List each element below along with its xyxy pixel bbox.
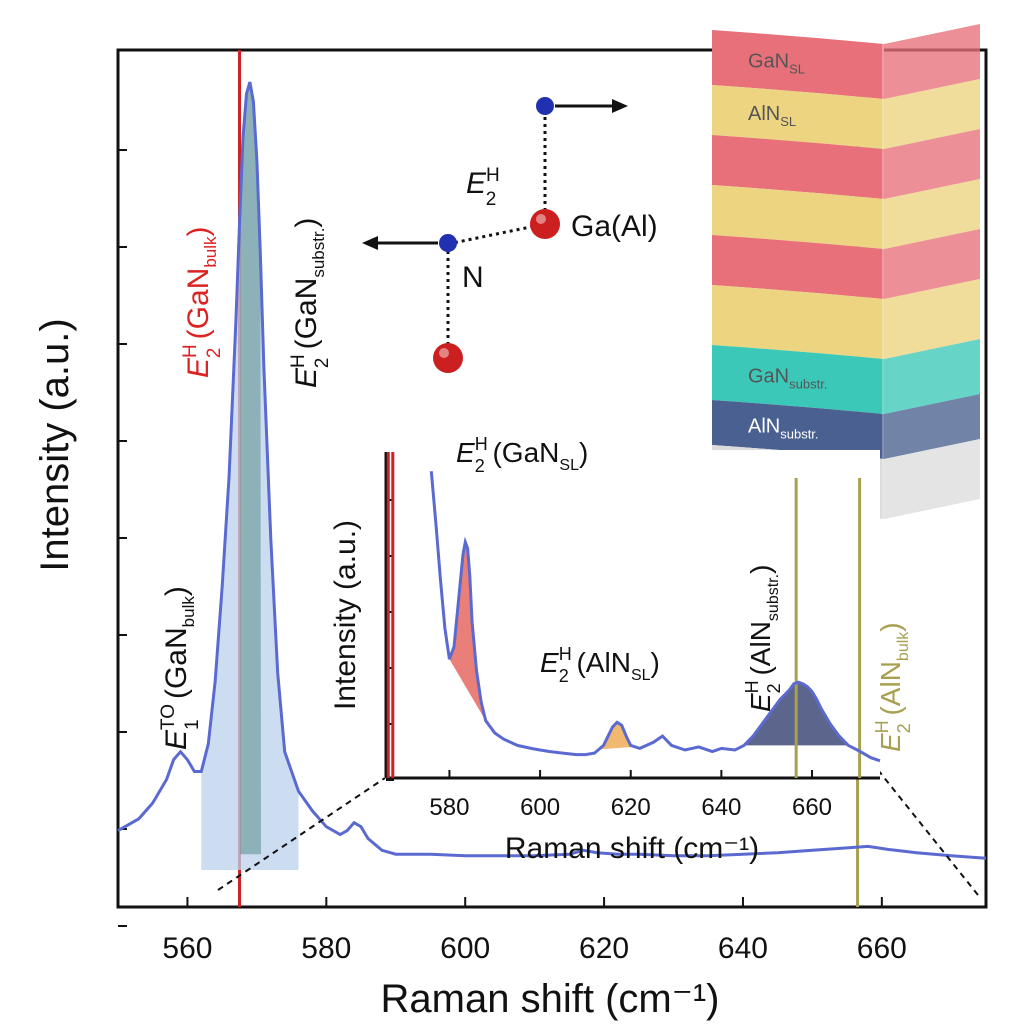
- main-peak-core-fill: [240, 82, 261, 855]
- svg-text:EH2 (AlNbulk): EH 2 (AlNbulk): [872, 622, 914, 752]
- zoom-guide-right: [877, 769, 979, 896]
- stack-layer-label: AlNsubstr.: [748, 416, 819, 442]
- stack-layer: [712, 135, 884, 199]
- inset-x-tick-label: 600: [520, 794, 560, 821]
- inset-x-ticks: 580 600 620 640 660: [429, 770, 832, 821]
- inset-x-tick-label: 660: [792, 794, 832, 821]
- mode-label: EH 2: [466, 165, 500, 210]
- stack-layer-label: GaNsubstr.: [748, 366, 827, 392]
- stack-layer-side: [884, 439, 980, 519]
- inset-spectrum-line: [429, 471, 881, 763]
- main-plot-frame: [116, 48, 988, 909]
- svg-text:EH2 (AlNsubstr.): EH 2 (AlNsubstr.): [742, 565, 784, 712]
- annotation-e2h-aln-sl: EH 2 (AlNSL): [540, 644, 660, 686]
- annotation-e1to-gan-bulk: ETO 1 (GaNbulk): [158, 586, 203, 750]
- annotation-e2h-aln-substr: EH 2 (AlNsubstr.): [742, 565, 784, 712]
- atom-ga-bottom: [433, 343, 463, 373]
- svg-text:EH2 (GaNbulk): EH 2 (GaNbulk): [180, 226, 225, 378]
- arrow-right-icon: [612, 99, 628, 113]
- zoom-guide-left: [217, 777, 386, 891]
- stack-layer-label: GaNSL: [748, 51, 805, 77]
- stack-layer-label: AlNSL: [748, 103, 796, 129]
- stack-layer: [712, 345, 884, 414]
- arrow-left-icon: [362, 236, 378, 250]
- phonon-mode-diagram: EH 2 Ga(Al) N: [362, 97, 658, 373]
- annotation-e2h-gan-sl: EH 2 (GaNSL): [456, 434, 588, 476]
- stack-layer-side: [884, 129, 980, 199]
- atom-label-ga: Ga(Al): [571, 210, 658, 243]
- svg-text:EH2 (GaNsubstr.): EH 2 (GaNsubstr.): [288, 218, 333, 388]
- stack-layer: [712, 285, 884, 359]
- stack-layer: [712, 85, 884, 149]
- inset-x-tick-label: 580: [429, 794, 469, 821]
- main-spectrum-line: [117, 81, 987, 860]
- main-x-tick-label: 620: [579, 932, 629, 965]
- main-chart: 560 580 600 620 640 660 Raman shift (cm⁻¹) In…: [33, 48, 988, 1021]
- main-x-axis-label: Raman shift (cm⁻¹): [381, 977, 720, 1021]
- stack-layer-side: [884, 339, 980, 414]
- inset-x-tick-label: 620: [611, 794, 651, 821]
- main-x-tick-label: 600: [440, 932, 490, 965]
- stack-layer-side: [884, 229, 980, 299]
- inset-reference-lines: [386, 452, 862, 778]
- stack-layer-side: [884, 394, 980, 459]
- atom-n-top: [536, 97, 554, 115]
- main-x-tick-label: 660: [857, 932, 907, 965]
- inset-peak-fill: [599, 722, 636, 750]
- main-x-tick-label: 560: [162, 932, 212, 965]
- inset-y-axis-label: Intensity (a.u.): [329, 520, 362, 710]
- stack-layer-side: [884, 279, 980, 359]
- bond-mid: [447, 222, 546, 246]
- inset-x-tick-label: 640: [701, 794, 741, 821]
- atom-ga-mid: [530, 209, 560, 239]
- inset-x-axis-label: Raman shift (cm⁻¹): [505, 832, 759, 865]
- main-y-axis-label: Intensity (a.u.): [33, 318, 77, 571]
- stack-layer-side: [884, 179, 980, 249]
- main-x-tick-label: 580: [301, 932, 351, 965]
- stack-layer-side: [884, 24, 980, 99]
- inset-chart: 580 600 620 640 660 Raman shift (cm⁻¹) Inten…: [329, 434, 914, 865]
- annotation-e2h-gan-substr: EH 2 (GaNsubstr.): [288, 218, 333, 388]
- main-x-ticks: 560 580 600 620 640 660: [162, 897, 907, 965]
- ann-main: E: [182, 357, 215, 378]
- stack-layer: [712, 400, 884, 459]
- annotation-e2h-gan-bulk: EH 2 (GaNbulk): [180, 226, 225, 378]
- stack-layer: [712, 30, 884, 99]
- stack-layer: [712, 235, 884, 299]
- main-x-tick-label: 640: [718, 932, 768, 965]
- atom-n-mid: [439, 234, 457, 252]
- atom-label-n: N: [462, 261, 484, 294]
- annotation-e2h-aln-bulk: EH 2 (AlNbulk): [872, 622, 914, 752]
- stack-layer: [712, 185, 884, 249]
- stack-layer-side: [884, 79, 980, 149]
